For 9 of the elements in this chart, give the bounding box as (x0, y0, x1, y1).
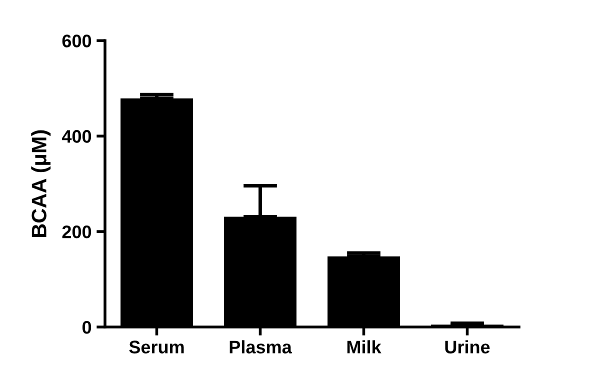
x-tick-label: Urine (445, 340, 490, 354)
y-tick-label: 0 (82, 320, 92, 334)
y-axis-title: BCAA (μM) (31, 130, 51, 238)
y-tick-label: 600 (62, 34, 92, 48)
x-tick-label: Milk (347, 340, 382, 354)
y-tick-label: 400 (62, 130, 92, 143)
y-tick-label: 200 (62, 225, 92, 238)
x-tick-label: Serum (129, 340, 184, 354)
x-tick-label: Plasma (230, 340, 292, 354)
